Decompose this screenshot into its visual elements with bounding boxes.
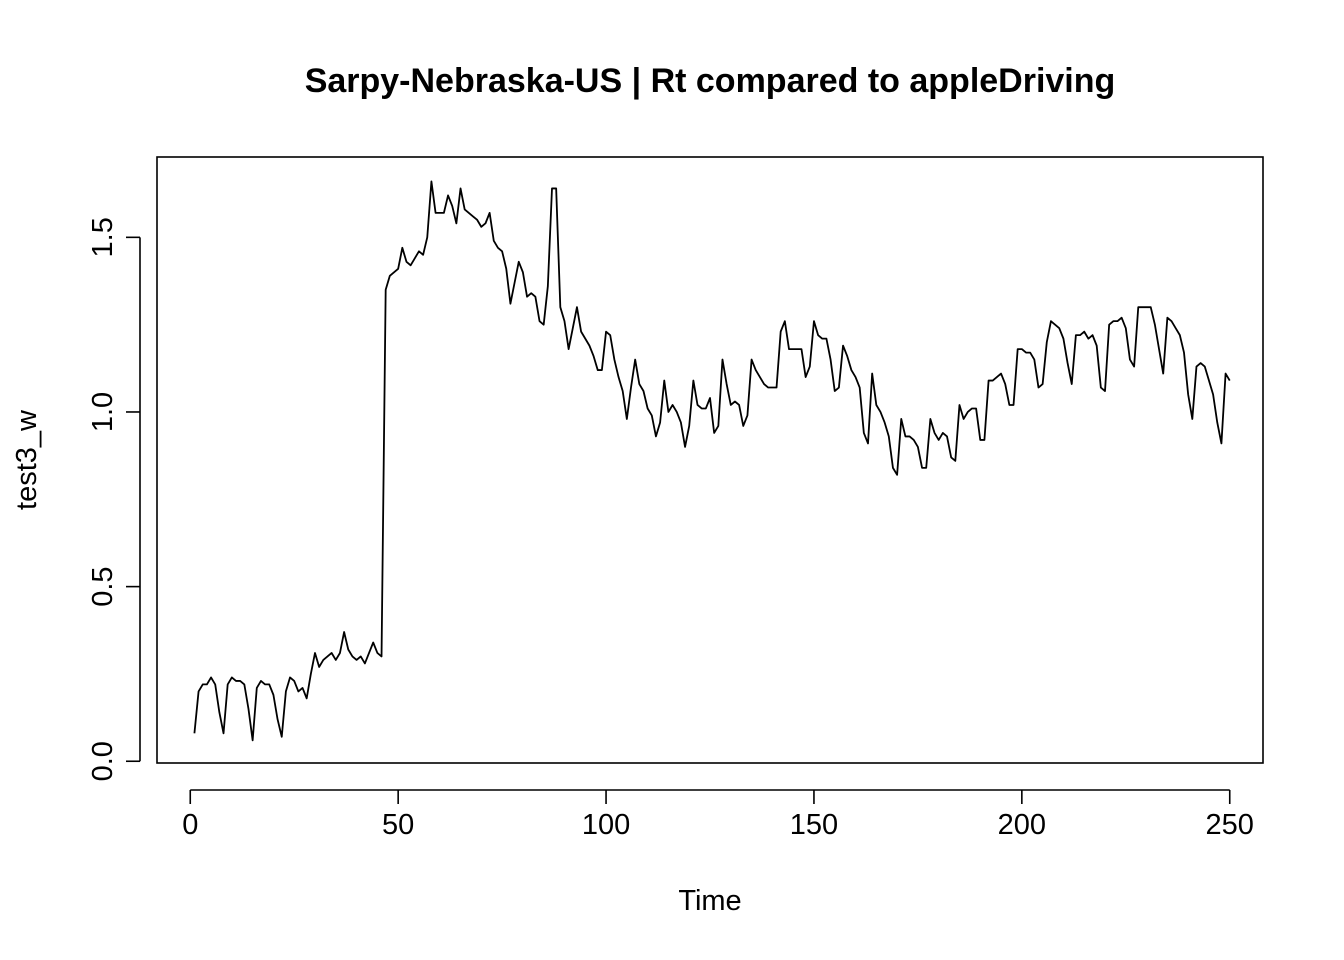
x-tick-label: 150 — [790, 809, 838, 841]
y-tick-label: 0.0 — [87, 741, 119, 781]
x-axis: 0 50 100 150 200 250 — [182, 789, 1254, 841]
y-tick-label: 0.5 — [87, 566, 119, 606]
plot-frame — [156, 156, 1264, 764]
series-line — [193, 180, 1231, 742]
y-axis-label: test3_w — [11, 409, 43, 510]
y-axis: 0.0 0.5 1.0 1.5 — [87, 217, 141, 781]
x-tick-label: 0 — [182, 809, 198, 841]
x-tick-label: 200 — [998, 809, 1046, 841]
x-tick-label: 250 — [1206, 809, 1254, 841]
y-tick-label: 1.5 — [87, 217, 119, 257]
x-tick-label: 100 — [582, 809, 630, 841]
chart-title: Sarpy-Nebraska-US | Rt compared to apple… — [305, 62, 1116, 100]
x-tick-label: 50 — [382, 809, 414, 841]
x-axis-label: Time — [678, 885, 741, 917]
y-tick-label: 1.0 — [87, 392, 119, 432]
